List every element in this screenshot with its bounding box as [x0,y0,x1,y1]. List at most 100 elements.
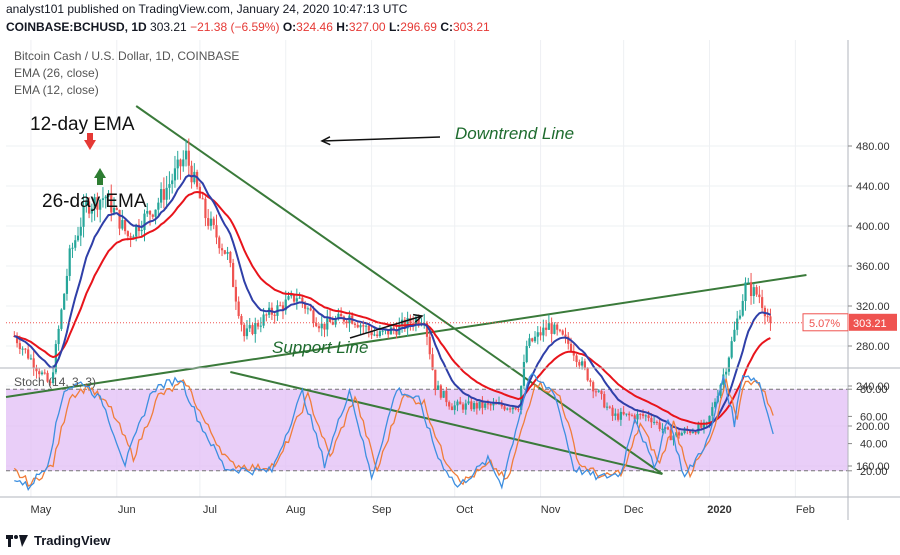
candle-body [675,432,678,436]
candle-body [326,317,329,330]
candle-body [467,401,470,404]
candle-body [184,150,188,160]
candle-body [713,401,717,408]
price-tick-label: 240.00 [856,381,890,393]
stoch-k-line [14,372,774,492]
candle-body [54,344,57,373]
annotation-12-day-ema: 12-day EMA [30,114,135,135]
candle-body [171,180,174,185]
candle-body [594,391,598,393]
candle-body [617,413,620,420]
candle-body [558,329,562,331]
chart-title: Bitcoin Cash / U.S. Dollar, 1D, COINBASE [14,49,239,63]
candle-body [611,407,614,416]
candle-body [212,218,215,226]
candle-body [741,301,744,316]
close-value: 303.21 [452,20,490,34]
candle-body [43,372,46,374]
price-tick-label: 360.00 [856,261,890,273]
axes: 160.00 200.00 240.00 280.00 320.00 360.00 400.… [0,40,900,520]
candle-body [581,361,584,366]
candle-body [633,415,636,420]
candle-body [583,361,586,368]
annotation-downtrend: Downtrend Line [455,124,574,143]
candle-body [290,293,293,297]
open-value: 324.46 [296,20,333,34]
candle-body [508,408,512,410]
annotation-support: Support Line [272,338,368,357]
candle-body [243,324,246,337]
candle-body [586,367,589,381]
candle-body [417,318,420,325]
candle-body [29,358,33,360]
candle-body [733,329,736,342]
candle-body [331,322,334,325]
candle-body [700,424,703,428]
candle-body [223,250,226,254]
candle-body [74,240,77,248]
candle-body [340,313,343,317]
candle-body [359,325,362,328]
candle-body [445,390,448,403]
candle-body [517,409,520,411]
candle-body [40,372,44,375]
candle-body [448,402,451,407]
candle-body [691,431,694,433]
candle-body [500,403,503,407]
candle-body [536,332,539,337]
price-pane-bg [0,40,848,365]
candle-body [353,323,357,325]
candle-body [522,362,526,386]
stoch-tick-label: 20.00 [860,466,888,478]
candle-body [641,414,645,416]
stoch-d-line [13,378,774,488]
candle-body [514,407,517,410]
candle-body [123,220,127,232]
symbol-quote: COINBASE:BCHUSD, 1D 303.21 −21.38 (−6.59… [6,20,490,34]
candle-body [486,403,490,405]
candle-body [229,251,232,263]
candle-body [461,404,465,410]
candle-body [680,433,683,436]
trend-line-0 [135,105,664,475]
candle-body [434,369,437,390]
candle-body [265,314,268,316]
candle-body [702,422,706,428]
candle-body [666,427,670,430]
candle-body [644,415,647,417]
candle-body [234,286,237,302]
legend-ema26: EMA (26, close) [14,66,99,80]
candle-body [126,231,129,237]
stoch-tick-label: 80.00 [860,384,888,396]
candle-body [226,251,229,254]
candle-body [439,385,442,398]
candle-body [744,282,747,302]
candle-body [251,325,254,335]
candle-body [51,372,55,384]
last-price-badge [849,313,897,331]
candle-body [317,326,321,329]
candle-body [628,413,631,416]
candle-body [436,385,440,390]
last-change-badge [802,313,849,332]
candle-body [567,336,570,344]
candle-body [484,403,487,408]
candle-body [572,351,575,356]
candle-body [697,424,700,434]
price-change: −21.38 (−6.59%) [190,20,280,34]
candle-body [306,308,310,310]
stoch-lines [13,372,774,492]
candle-body [356,324,359,328]
candle-body [90,208,93,214]
candle-body [298,297,301,299]
candle-body [121,220,124,229]
candle-body [403,319,406,329]
candle-body [279,305,282,307]
candle-body [168,184,171,188]
candle-body [309,308,312,311]
candle-body [115,208,118,210]
time-tick-label: Dec [624,504,644,516]
candle-body [769,316,772,323]
time-tick-label: Jun [118,504,136,516]
